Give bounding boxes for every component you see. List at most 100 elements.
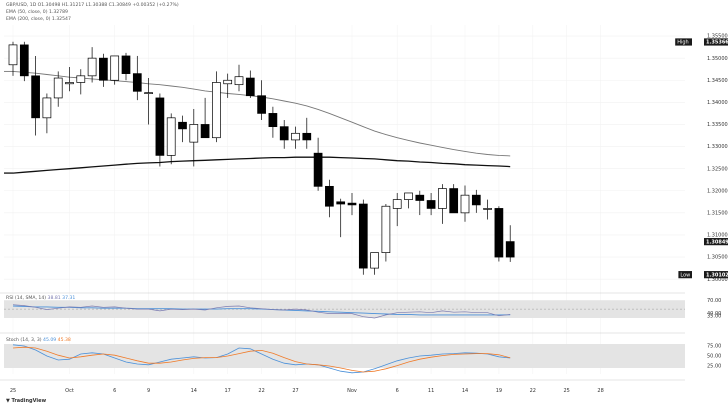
candle-body — [381, 205, 391, 253]
rsi-pane[interactable] — [4, 300, 685, 319]
candle-body — [392, 199, 402, 209]
time-tick-label: 28 — [597, 388, 603, 394]
candles — [8, 41, 515, 275]
candle-body — [234, 76, 244, 86]
time-tick-label: 19 — [496, 388, 502, 394]
candle-body — [404, 192, 413, 200]
candle-body — [347, 202, 357, 206]
candle-body — [132, 73, 142, 92]
time-tick-label: 11 — [428, 388, 434, 394]
candle-body — [291, 132, 300, 141]
ema200-line — [12, 156, 511, 174]
low-marker-tag-label: Low — [680, 272, 690, 278]
watermark-text: TradingView — [11, 398, 47, 404]
candle-body — [76, 75, 86, 83]
candle-body — [178, 121, 187, 130]
stoch-label: Stoch (14, 3, 3) — [6, 338, 42, 343]
symbol-legend: GBP/USD, 1D O1.30498 H1.31217 L1.30388 C… — [6, 3, 179, 8]
candle-body — [223, 79, 233, 85]
candle-body — [8, 44, 18, 66]
candle-body — [121, 55, 131, 74]
rsi-label: RSI (14, SMA, 14) — [6, 296, 47, 301]
price-tick-label: 1.34000 — [707, 100, 728, 106]
price-tick-label: 1.33500 — [707, 122, 728, 128]
tradingview-watermark: ▼ TradingView — [6, 398, 46, 404]
candle-body — [110, 55, 120, 81]
stoch-pane[interactable] — [4, 344, 685, 374]
candle-body — [449, 188, 459, 214]
high-marker-value: 1.35366 — [706, 40, 728, 46]
rsi-ma-line — [12, 305, 511, 316]
stoch-k-line — [12, 344, 511, 374]
rsi-ma-value: 37.31 — [62, 296, 76, 301]
high-marker-tag-label: High — [677, 40, 689, 46]
time-tick-label: 17 — [225, 388, 231, 394]
candle-body — [245, 77, 255, 97]
price-tick-label: 1.35000 — [707, 56, 728, 62]
tradingview-logo-icon: ▼ — [6, 398, 10, 404]
candle-body — [336, 201, 346, 205]
price-tick-label: 1.35500 — [707, 34, 728, 40]
candle-body — [200, 124, 210, 139]
candle-body — [19, 44, 29, 77]
candle-body — [370, 252, 379, 269]
candle-body — [212, 82, 221, 139]
candle-body — [325, 185, 334, 207]
low-marker-value: 1.30102 — [706, 272, 728, 278]
stoch-legend: Stoch (14, 3, 3) 45.09 45.38 — [6, 338, 71, 344]
candle-body — [483, 208, 492, 210]
rsi-tick-label: 35.00 — [707, 313, 721, 319]
time-tick-label: 6 — [396, 388, 399, 394]
price-tick-label: 1.34500 — [707, 78, 728, 84]
candle-body — [166, 117, 176, 156]
rsi-tick-label: 70.00 — [707, 298, 721, 304]
stoch-tick-label: 75.00 — [707, 344, 721, 350]
candle-body — [42, 97, 52, 119]
candle-body — [99, 57, 108, 81]
candle-body — [87, 57, 97, 77]
time-tick-label: Nov — [347, 388, 357, 394]
stoch-band — [4, 344, 685, 368]
stoch-tick-label: 50.00 — [707, 354, 721, 360]
candle-body — [313, 152, 323, 187]
candle-body — [144, 92, 153, 94]
candle-body — [155, 97, 165, 156]
time-axis[interactable]: 25 Oct 6 9 14 17 22 27 Nov 6 11 14 19 22 25 28 — [10, 388, 604, 394]
rsi-value: 38.81 — [47, 296, 61, 301]
candle-body — [257, 95, 266, 114]
stoch-tick-label: 25.00 — [707, 364, 721, 370]
price-tick-label: 1.32000 — [707, 188, 728, 194]
last-price-marker-box — [704, 238, 728, 246]
time-tick-label: 27 — [292, 388, 298, 394]
time-tick-label: 9 — [147, 388, 150, 394]
candle-body — [415, 194, 425, 201]
candle-body — [31, 75, 40, 119]
price-tick-label: 1.33000 — [707, 144, 728, 150]
candle-body — [302, 132, 312, 141]
rsi-line — [12, 304, 511, 319]
time-tick-label: 6 — [113, 388, 116, 394]
price-tick-label: 1.32500 — [707, 166, 728, 172]
candle-body — [438, 188, 447, 209]
price-tick-label: 1.31500 — [707, 210, 728, 216]
rsi-legend: RSI (14, SMA, 14) 38.81 37.31 — [6, 296, 76, 302]
candle-body — [505, 241, 515, 258]
ema200-legend: EMA (200, close, 0) 1.32547 — [6, 17, 71, 22]
time-tick-label: 25 — [564, 388, 570, 394]
stoch-d-line — [12, 346, 511, 373]
price-tick-label: 1.30500 — [707, 255, 728, 261]
time-tick-label: 14 — [462, 388, 468, 394]
high-marker-box — [704, 38, 728, 46]
moving-averages — [4, 70, 511, 174]
high-marker-tag — [675, 38, 692, 46]
time-tick-label: 22 — [258, 388, 264, 394]
time-tick-label: Oct — [65, 388, 74, 394]
candle-body — [426, 200, 436, 209]
candle-body — [494, 208, 504, 258]
candle-body — [53, 77, 63, 99]
price-tick-label: 1.31000 — [707, 233, 728, 239]
price-axis[interactable]: 1.35500 1.35000 1.34500 1.34000 1.33500 1.330… — [675, 34, 728, 370]
candle-body — [65, 82, 74, 85]
candle-body — [358, 203, 368, 269]
